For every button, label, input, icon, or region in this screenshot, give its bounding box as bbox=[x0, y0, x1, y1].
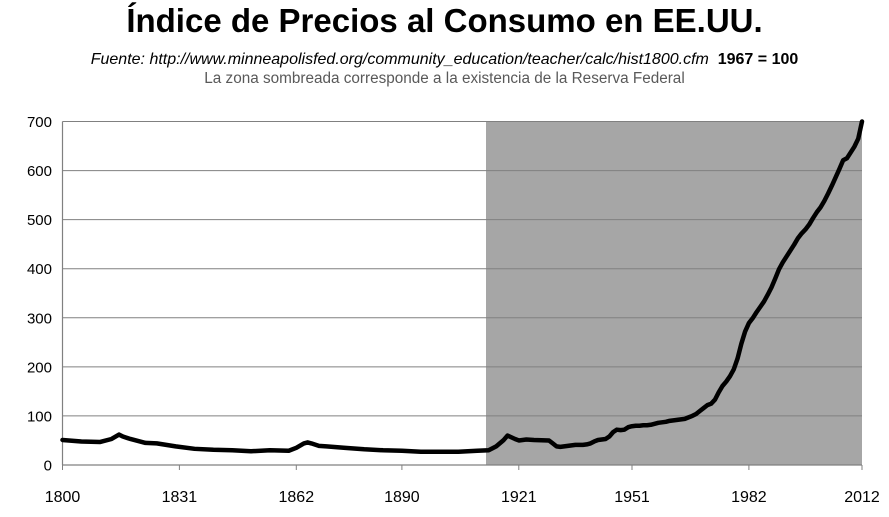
svg-text:1862: 1862 bbox=[279, 489, 315, 506]
svg-text:0: 0 bbox=[44, 458, 52, 475]
svg-text:1982: 1982 bbox=[731, 489, 767, 506]
svg-text:1831: 1831 bbox=[162, 489, 198, 506]
svg-text:100: 100 bbox=[27, 408, 52, 425]
svg-text:700: 700 bbox=[27, 114, 52, 131]
svg-text:200: 200 bbox=[27, 359, 52, 376]
svg-text:1890: 1890 bbox=[384, 489, 420, 506]
svg-text:1951: 1951 bbox=[614, 489, 650, 506]
svg-text:500: 500 bbox=[27, 212, 52, 229]
svg-text:1800: 1800 bbox=[45, 489, 81, 506]
svg-text:600: 600 bbox=[27, 163, 52, 180]
svg-text:2012: 2012 bbox=[844, 489, 880, 506]
svg-text:300: 300 bbox=[27, 310, 52, 327]
svg-text:1921: 1921 bbox=[501, 489, 537, 506]
svg-text:400: 400 bbox=[27, 261, 52, 278]
